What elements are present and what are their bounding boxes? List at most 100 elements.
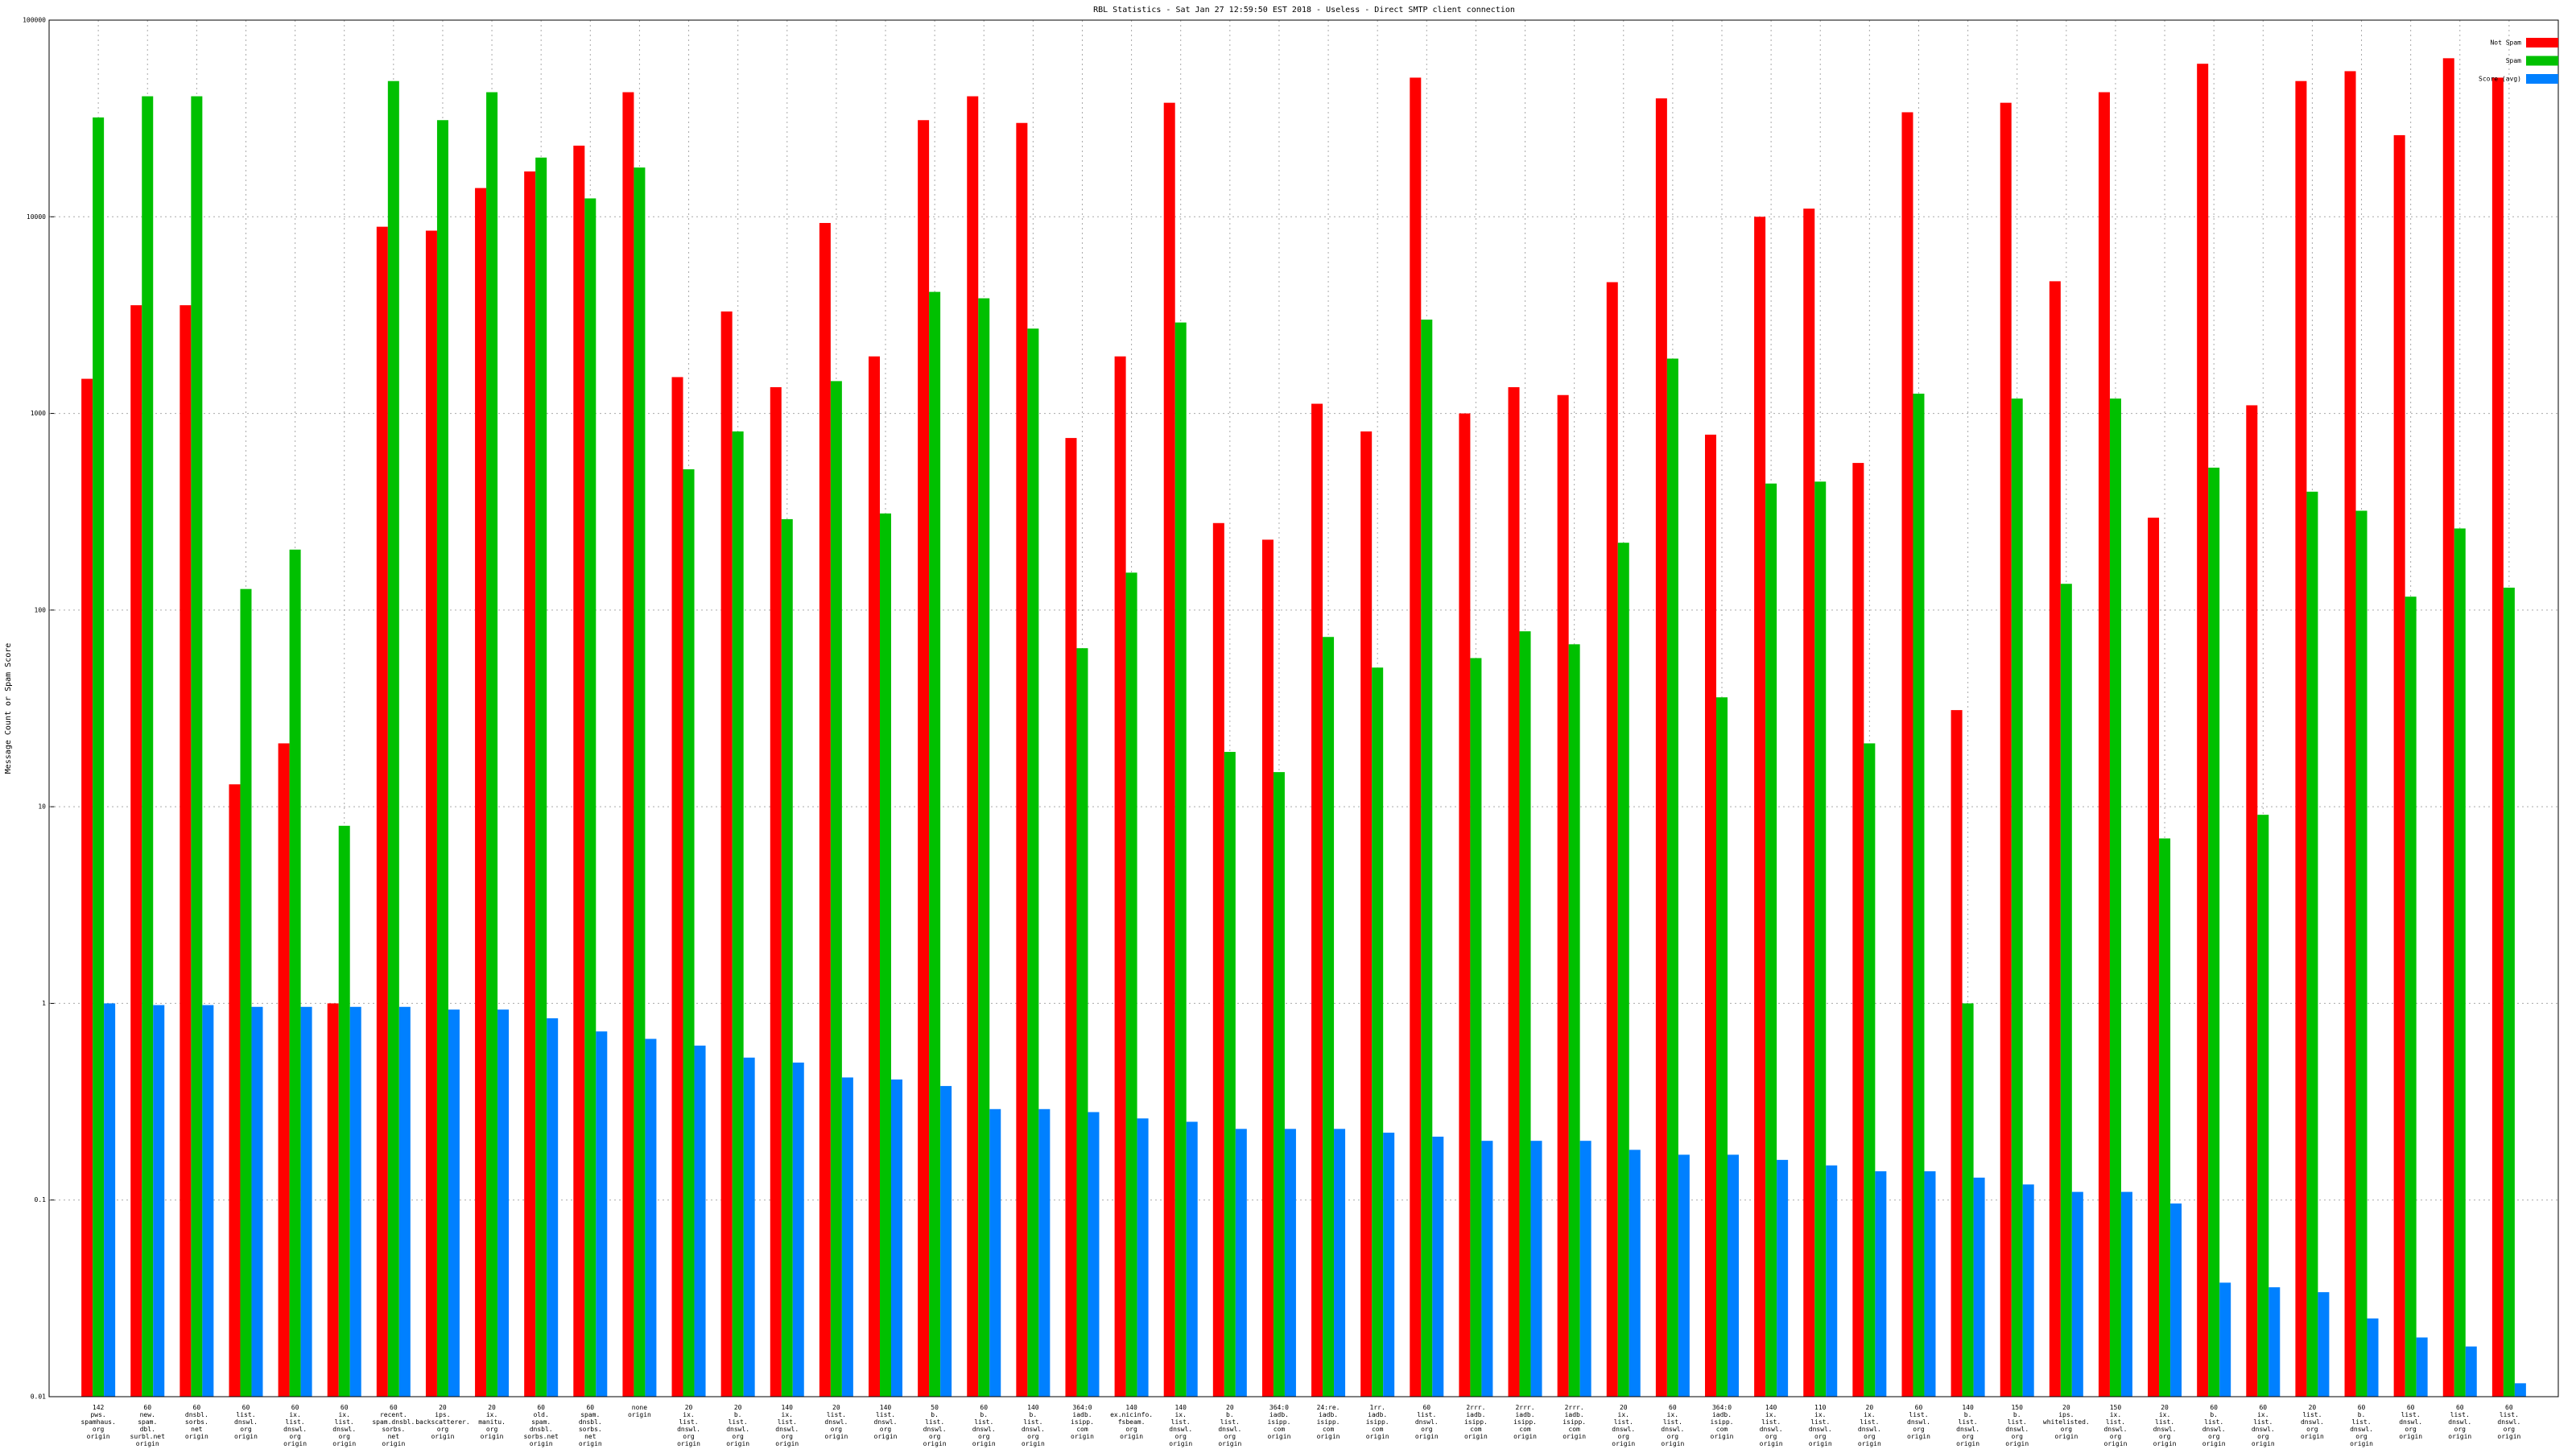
x-tick-label-line: 20 [2161, 1404, 2169, 1411]
x-tick-label-line: list. [778, 1418, 797, 1426]
y-tick-label: 1 [42, 1000, 46, 1007]
x-tick-label-line: org [486, 1426, 498, 1433]
x-tick-label-line: 20 [2062, 1404, 2070, 1411]
x-tick-label-line: origin [185, 1433, 208, 1440]
x-tick-label-line: origin [1513, 1433, 1537, 1440]
bar [2295, 80, 2307, 1397]
x-tick-label-line: origin [677, 1440, 700, 1447]
x-tick-label: none origin [628, 1404, 651, 1418]
bar [1803, 208, 1815, 1397]
x-tick-label-line: com [1716, 1426, 1728, 1433]
bar [584, 198, 597, 1397]
x-tick-label-line: surbl.net [130, 1433, 166, 1440]
bar [781, 518, 793, 1397]
bar [2503, 588, 2515, 1397]
x-tick-label-line: org [1027, 1433, 1039, 1440]
bar [1765, 483, 1777, 1397]
bar [1519, 631, 1531, 1397]
x-tick-label-line: org [240, 1426, 252, 1433]
x-tick-label-line: org [782, 1433, 794, 1440]
bar [1016, 122, 1028, 1397]
x-tick-label-line: ix. [782, 1411, 793, 1418]
x-tick-label: 60 old. spam. dnsbl. sorbs.net origin [523, 1404, 559, 1447]
x-tick-label-line: origin [2103, 1440, 2127, 1447]
x-tick-label-line: b. [2358, 1411, 2366, 1418]
bar [978, 298, 990, 1397]
x-tick-label-line: isipp. [1464, 1418, 1488, 1426]
x-tick-label: 20 ix. list. dnswl. org origin [1858, 1404, 1881, 1447]
x-tick-label-line: isipp. [1563, 1418, 1586, 1426]
x-tick-label-line: isipp. [1711, 1418, 1734, 1426]
x-tick-label-line: origin [332, 1440, 356, 1447]
x-tick-label-line: ix. [1618, 1411, 1629, 1418]
x-tick-label-line: org [1224, 1433, 1236, 1440]
x-tick-label-line: origin [530, 1440, 553, 1447]
x-tick-label-line: org [1814, 1433, 1827, 1440]
y-tick-label: 0.01 [31, 1393, 46, 1401]
bar [376, 226, 388, 1397]
x-tick-label-line: 60 [242, 1404, 250, 1411]
x-tick-label-line: org [2011, 1433, 2023, 1440]
x-tick-label-line: dnswl. [332, 1426, 356, 1433]
x-tick-label-line: iadb. [1515, 1411, 1534, 1418]
x-tick-label-line: list. [1909, 1411, 1928, 1418]
x-tick-label-line: origin [2350, 1440, 2373, 1447]
x-tick-label-line: origin [972, 1440, 996, 1447]
bar [535, 157, 547, 1397]
x-tick-label: 60 ix. list. dnswl. org origin [283, 1404, 307, 1447]
x-tick-label-line: origin [1661, 1440, 1684, 1447]
bar [1235, 1129, 1247, 1397]
bar [1383, 1133, 1395, 1397]
x-tick-label-line: dnswl. [2350, 1426, 2373, 1433]
bar [2491, 77, 2504, 1397]
bar [671, 377, 683, 1397]
bar [2219, 1282, 2231, 1397]
x-tick-label-line: org [880, 1426, 892, 1433]
legend-swatch [2526, 56, 2558, 66]
x-tick-label-line: 60 [2456, 1404, 2464, 1411]
x-tick-label-line: 60 [2358, 1404, 2366, 1411]
x-tick-label-line: 60 [537, 1404, 545, 1411]
bar [645, 1038, 657, 1397]
bar [1038, 1108, 1051, 1397]
x-tick-label-line: iadb. [1368, 1411, 1387, 1418]
x-tick-label-line: dbl. [140, 1426, 155, 1433]
bar [1728, 1154, 1739, 1397]
x-tick-label-line: 60 [193, 1404, 201, 1411]
x-tick-label-line: iadb. [1269, 1411, 1289, 1418]
x-tick-label-line: org [1421, 1426, 1433, 1433]
x-tick-label-line: org [437, 1426, 449, 1433]
x-tick-label-line: 364:0 [1072, 1404, 1092, 1411]
x-tick-label-line: com [1568, 1426, 1580, 1433]
bar [694, 1045, 706, 1397]
x-tick-label-line: list. [2204, 1418, 2223, 1426]
x-tick-label-line: dnswl. [1661, 1426, 1684, 1433]
bar [841, 1077, 853, 1397]
x-tick-label-line: ix. [2110, 1411, 2121, 1418]
x-tick-label-line: 140 [1962, 1404, 1974, 1411]
y-tick-label: 1000 [31, 410, 46, 417]
bar [398, 1006, 411, 1397]
x-tick-label: 60 ix. list. dnswl. org origin [332, 1404, 356, 1447]
x-tick-label-line: org [1174, 1433, 1187, 1440]
bar [683, 469, 695, 1397]
x-tick-label-line: org [929, 1433, 941, 1440]
bar [1754, 217, 1766, 1397]
x-tick-label-line: b. [931, 1411, 939, 1418]
x-tick-label-line: dnsbl. [579, 1418, 602, 1426]
y-tick-label: 0.1 [35, 1196, 47, 1203]
x-tick-label-line: origin [2153, 1440, 2177, 1447]
bar [1027, 328, 1039, 1397]
x-tick-label-line: 140 [1125, 1404, 1137, 1411]
bar [2465, 1346, 2477, 1397]
x-tick-label: 60 b. list. dnswl. org origin [2202, 1404, 2226, 1447]
x-tick-label: 60 list. dnswl. org origin [1415, 1404, 1439, 1440]
x-tick-label-line: org [2208, 1433, 2220, 1440]
bar [1814, 481, 1827, 1397]
x-tick-label-line: b. [980, 1411, 988, 1418]
x-tick-label: 60 ix. list. dnswl. org origin [2252, 1404, 2275, 1447]
x-tick-label-line: iadb. [1466, 1411, 1485, 1418]
x-tick-label: 20 ips. whitelisted. org origin [2043, 1404, 2090, 1440]
bar [2148, 518, 2160, 1397]
bar [819, 222, 831, 1397]
